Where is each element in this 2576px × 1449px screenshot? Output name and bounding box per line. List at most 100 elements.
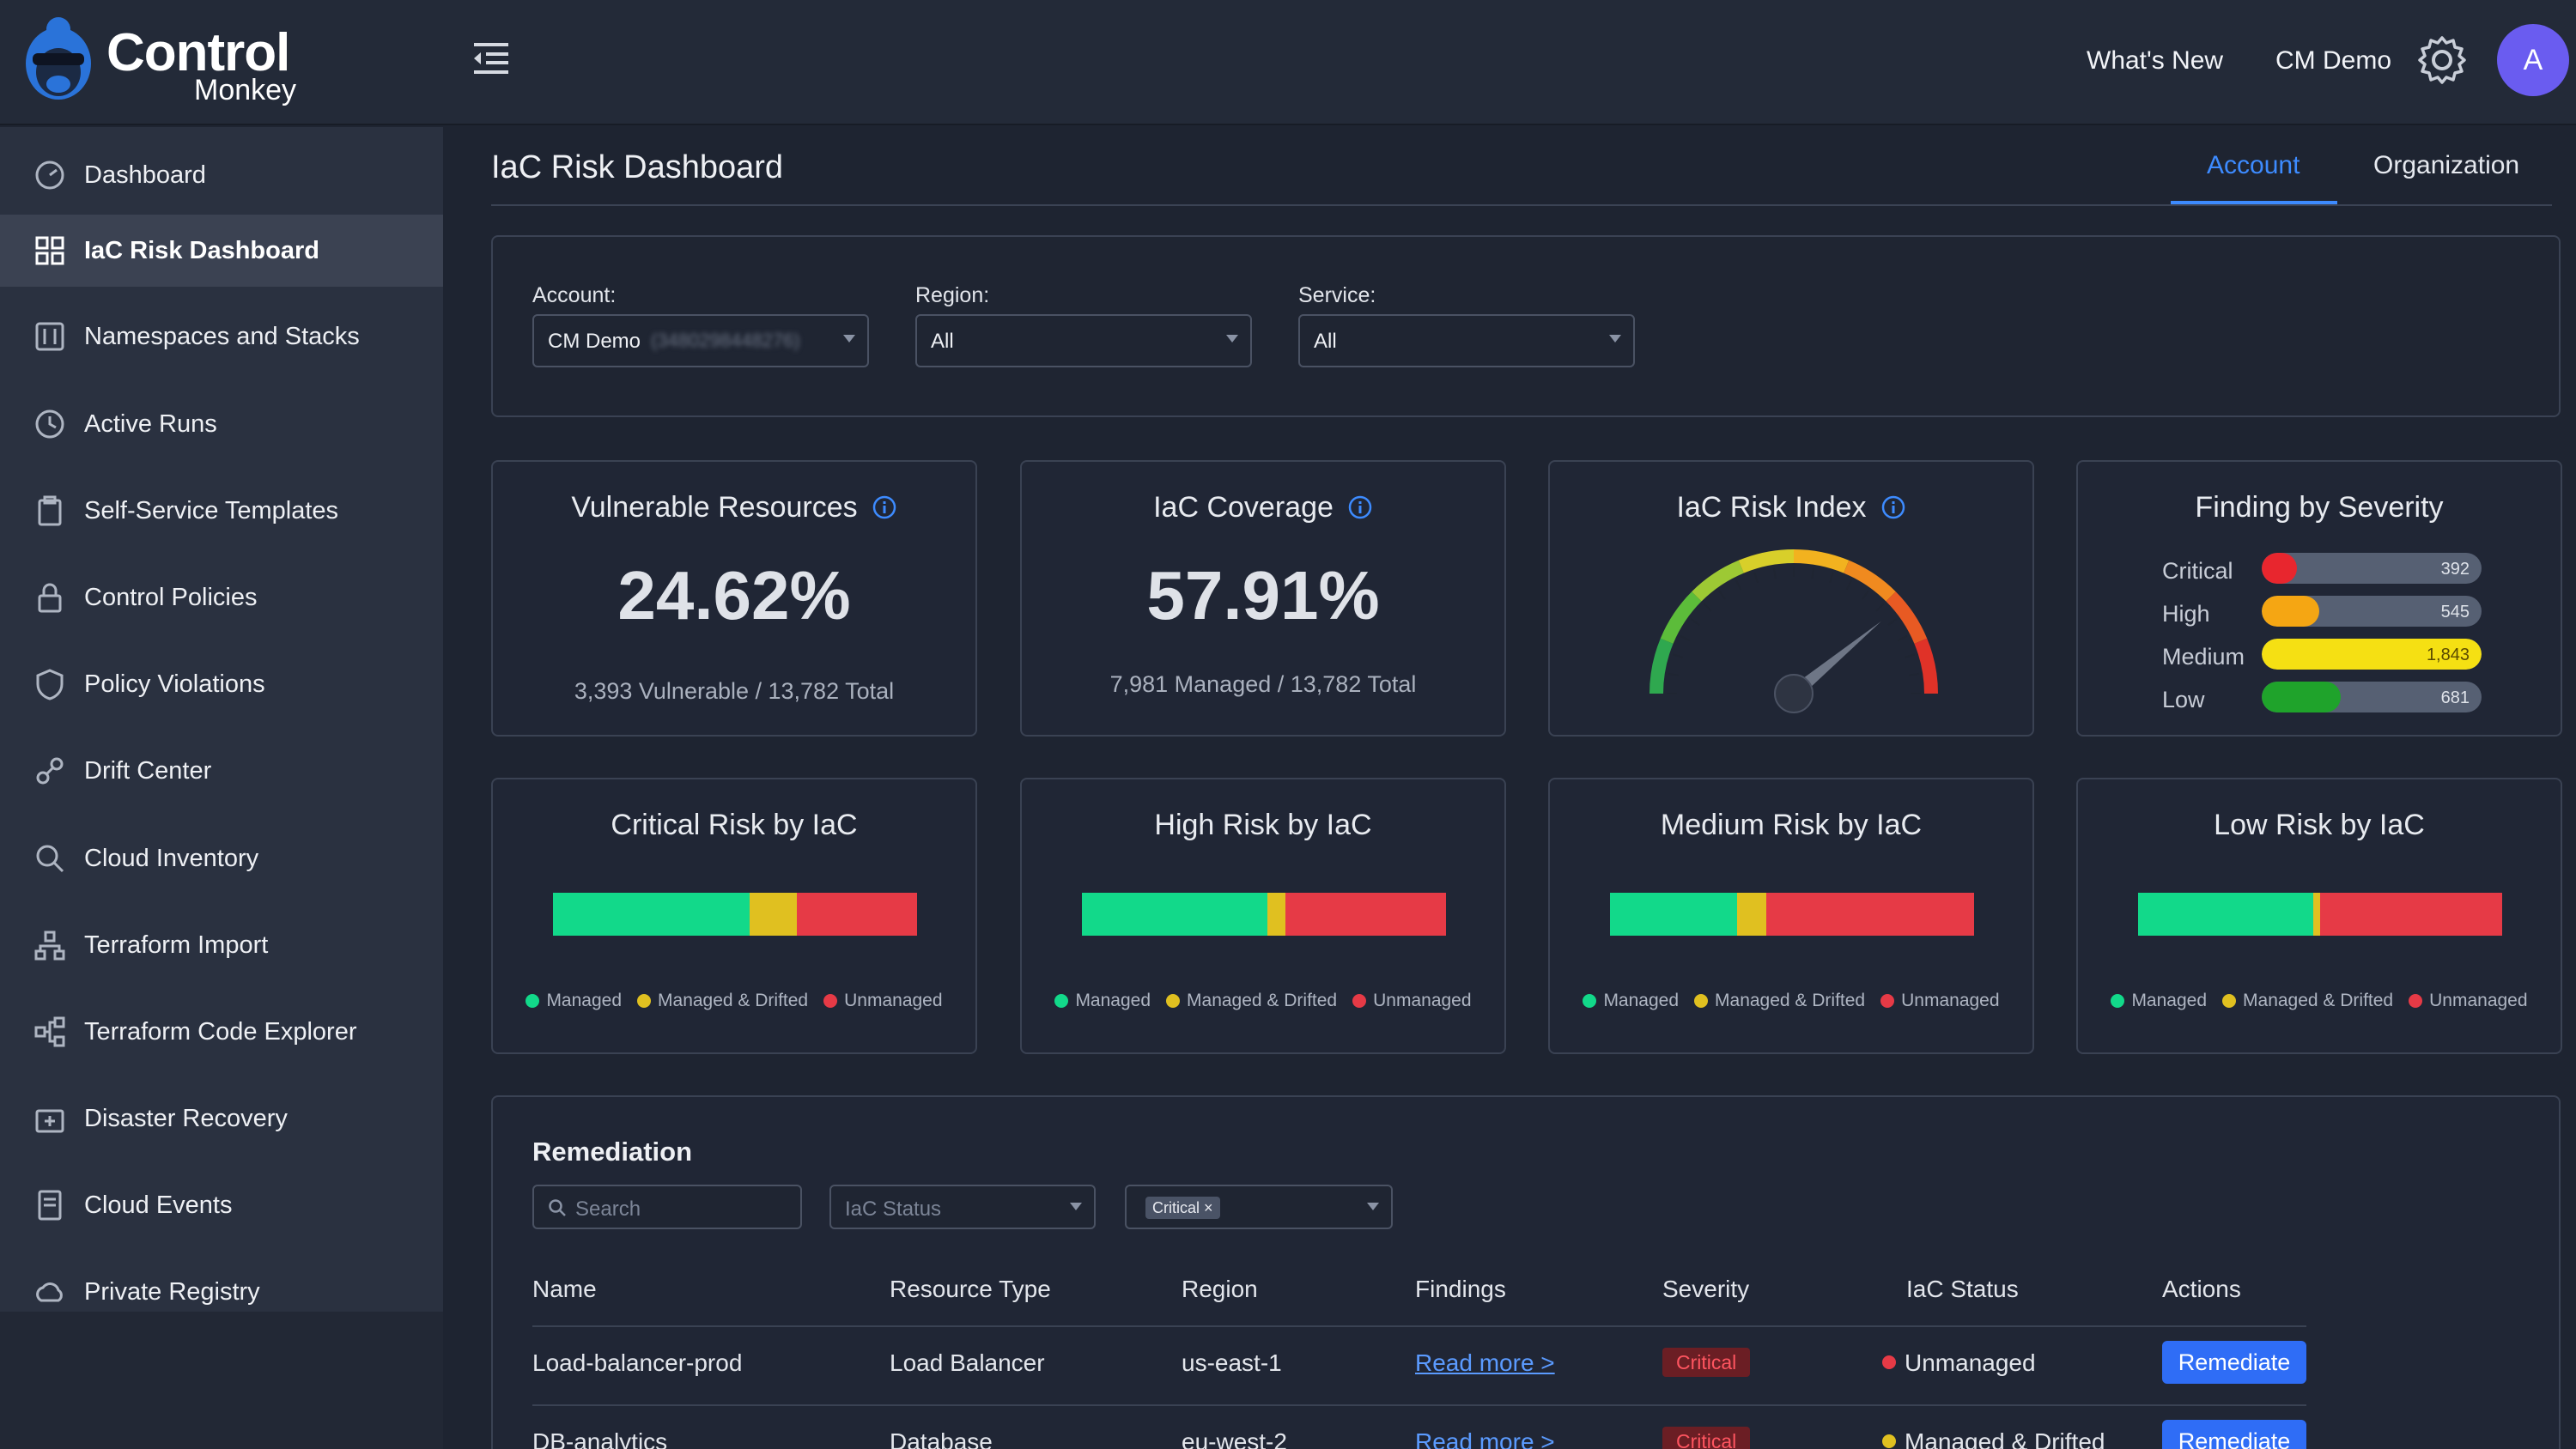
gauge-tick [1887,618,1898,626]
control-monkey-logo[interactable]: Control Monkey [19,12,311,112]
severity-badge: Critical [1662,1348,1751,1377]
resource-name: Load-balancer-prod [532,1349,743,1376]
gauge-segment [1914,638,1938,694]
managed-segment [553,893,750,936]
gauge-hub [1774,674,1814,713]
account-select[interactable]: CM Demo (3480298448276) [532,314,869,367]
risk-stacked-bar [2138,893,2502,936]
iac-status: Unmanaged [1882,1349,2036,1377]
read-more-link[interactable]: Read more > [1415,1349,1555,1376]
top-bar: Control Monkey What's New CM Demo A [0,0,2576,125]
gear-icon[interactable] [2416,34,2468,86]
remediate-button[interactable]: Remediate [2162,1341,2306,1384]
sidebar-item-label: Policy Violations [84,670,265,698]
resource-type: Load Balancer [890,1349,1045,1376]
unmanaged-segment [2319,893,2502,936]
low-risk-by-iac-card: Low Risk by IaC Managed Managed & Drifte… [2076,778,2562,1054]
legend-unmanaged: Unmanaged [1352,991,1472,1011]
tab-organization[interactable]: Organization [2373,151,2520,179]
tab-account[interactable]: Account [2207,151,2300,179]
sidebar-item-private-registry[interactable]: Private Registry [0,1256,443,1328]
info-icon[interactable] [1347,494,1373,520]
severity-bar-fill [2262,639,2482,670]
avatar[interactable]: A [2497,24,2569,96]
region-select[interactable]: All [915,314,1252,367]
column-header-iac-status[interactable]: IaC Status [1906,1276,2019,1302]
severity-count: 392 [2440,560,2470,579]
card-title: Low Risk by IaC [2214,809,2425,841]
sidebar-item-label: Active Runs [84,409,217,438]
column-header-severity[interactable]: Severity [1662,1276,1750,1302]
medium-risk-by-iac-card: Medium Risk by IaC Managed Managed & Dri… [1548,778,2034,1054]
iac-risk-index-title: IaC Risk Index [1676,491,1867,524]
status-dot [1882,1434,1896,1448]
info-icon[interactable] [872,494,897,520]
sidebar-item-control-policies[interactable]: Control Policies [0,561,443,634]
sidebar-item-label: Disaster Recovery [84,1104,288,1132]
severity-row-medium: Medium 1,843 [2162,639,2488,673]
page-title: IaC Risk Dashboard [491,149,784,185]
chevron-down-icon [1367,1203,1379,1210]
gauge-tick [1772,567,1777,579]
gauge-needle [1789,621,1881,700]
gauge-tick [1897,634,1908,642]
search-input[interactable]: Search [532,1185,802,1229]
document-icon [38,1190,62,1221]
gauge-tick [1862,590,1869,600]
sidebar-item-active-runs[interactable]: Active Runs [0,388,443,460]
card-title: Vulnerable Resources [493,491,975,524]
column-header-region[interactable]: Region [1182,1276,1258,1302]
logo-text-main: Control [106,23,290,82]
close-icon[interactable]: × [1204,1199,1213,1216]
column-header-findings[interactable]: Findings [1415,1276,1506,1302]
severity-row-high: High 545 [2162,596,2488,630]
service-select[interactable]: All [1298,314,1635,367]
remediation-title: Remediation [532,1137,693,1167]
clipboard-icon [38,495,62,526]
network-icon [34,1016,65,1047]
column-header-resource-type[interactable]: Resource Type [890,1276,1051,1302]
gauge-tick [1811,567,1815,579]
column-header-actions[interactable]: Actions [2162,1276,2241,1302]
sidebar-item-cloud-events[interactable]: Cloud Events [0,1169,443,1241]
whats-new-link[interactable]: What's New [2087,46,2224,75]
sidebar-item-disaster-recovery[interactable]: Disaster Recovery [0,1082,443,1155]
sidebar-item-dashboard[interactable]: Dashboard [0,139,443,211]
sidebar-item-iac-risk-dashboard[interactable]: IaC Risk Dashboard [0,215,443,287]
severity-select[interactable]: Critical × [1125,1185,1393,1229]
column-header-name[interactable]: Name [532,1276,597,1302]
remediate-button[interactable]: Remediate [2162,1420,2306,1449]
finding-by-severity-card: Finding by Severity Critical 392 High 54… [2076,460,2562,737]
read-more-link[interactable]: Read more > [1415,1428,1555,1449]
card-title: IaC Risk Index [1550,491,2032,524]
sidebar-item-policy-violations[interactable]: Policy Violations [0,648,443,720]
resource-region: us-east-1 [1182,1349,1282,1376]
info-icon[interactable] [1880,494,1906,520]
severity-label: Low [2162,687,2205,712]
severity-chip[interactable]: Critical × [1145,1197,1220,1219]
sidebar-item-terraform-import[interactable]: Terraform Import [0,909,443,981]
gauge-tick [1909,672,1920,676]
iac-status-select[interactable]: IaC Status [829,1185,1096,1229]
sidebar-item-label: Private Registry [84,1277,260,1306]
gauge-segment [1886,591,1928,645]
sidebar-item-drift-center[interactable]: Drift Center [0,735,443,807]
drifted-segment [2312,893,2320,936]
link-icon [36,757,64,785]
sidebar-item-cloud-inventory[interactable]: Cloud Inventory [0,822,443,894]
sidebar-item-self-service-templates[interactable]: Self-Service Templates [0,475,443,547]
sidebar-item-namespaces-and-stacks[interactable]: Namespaces and Stacks [0,300,443,373]
severity-row-critical: Critical 392 [2162,553,2488,587]
monkey-logo-icon [26,17,91,100]
severity-bar-fill [2262,596,2319,627]
medkit-icon [35,1109,64,1133]
unmanaged-segment [797,893,917,936]
iac-coverage-title: IaC Coverage [1153,491,1334,524]
sidebar-item-terraform-code-explorer[interactable]: Terraform Code Explorer [0,996,443,1068]
drifted-segment [1267,893,1286,936]
menu-collapse-icon[interactable] [471,39,512,76]
gauge-tick [1753,572,1759,583]
service-select-value: All [1314,330,1337,353]
severity-bar: 681 [2262,682,2482,712]
account-switcher[interactable]: CM Demo [2275,46,2392,75]
